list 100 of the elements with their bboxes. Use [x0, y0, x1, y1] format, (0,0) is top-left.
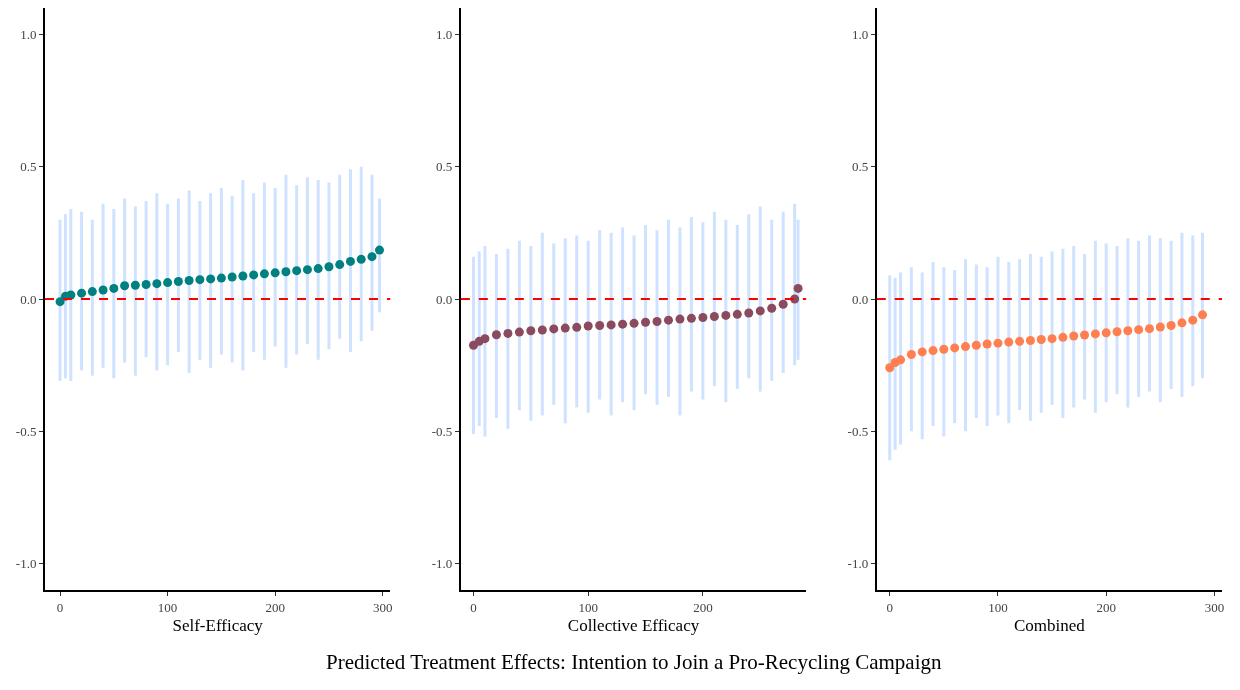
point	[686, 313, 696, 323]
point	[227, 272, 237, 282]
x-tick-label: 300	[1204, 599, 1225, 615]
point	[469, 340, 478, 350]
point	[152, 279, 162, 289]
point	[55, 297, 65, 307]
point	[698, 313, 708, 323]
point	[163, 278, 173, 288]
point	[216, 273, 226, 283]
point	[709, 311, 719, 321]
point	[1101, 328, 1111, 338]
point	[1058, 332, 1068, 342]
point	[1134, 325, 1144, 335]
y-tick-label: 1.0	[20, 27, 37, 42]
point	[663, 315, 673, 325]
point	[537, 325, 547, 335]
point	[1144, 324, 1154, 334]
point	[1036, 334, 1046, 344]
point	[767, 303, 777, 313]
point	[324, 262, 334, 272]
point	[184, 275, 194, 285]
point	[885, 363, 895, 373]
point	[595, 320, 605, 330]
x-tick-label: 200	[1096, 599, 1116, 615]
point	[87, 287, 97, 297]
point	[1188, 315, 1198, 325]
point	[130, 280, 140, 290]
point	[961, 342, 970, 352]
x-tick-label: 200	[265, 599, 285, 615]
point	[335, 260, 345, 270]
point	[238, 271, 248, 281]
point	[572, 322, 582, 332]
x-tick-label: 100	[157, 599, 178, 615]
y-tick-label: 0.0	[851, 291, 869, 307]
x-tick-label: 100	[578, 599, 598, 615]
point	[292, 266, 302, 276]
y-tick-label: 0.0	[20, 291, 37, 307]
y-tick-label: -1.0	[15, 556, 37, 572]
y-tick-label: 1.0	[851, 27, 869, 42]
point	[928, 346, 938, 356]
point	[77, 288, 87, 298]
point	[652, 316, 662, 326]
x-tick-label: 200	[693, 599, 713, 615]
y-tick-label: -1.0	[431, 556, 453, 572]
point	[993, 338, 1003, 348]
point	[793, 283, 803, 293]
point	[313, 264, 323, 274]
y-tick-label: -0.5	[15, 423, 37, 439]
point	[583, 321, 593, 331]
y-tick-label: 0.5	[20, 159, 37, 175]
point	[367, 252, 377, 262]
point	[109, 283, 119, 293]
point	[302, 265, 312, 275]
point	[560, 323, 570, 333]
point	[1123, 326, 1133, 336]
x-tick-label: 300	[372, 599, 393, 615]
point	[480, 334, 490, 344]
y-tick-label: 0.0	[436, 291, 453, 307]
x-tick-label: 100	[988, 599, 1008, 615]
point	[1177, 318, 1187, 328]
point	[778, 299, 788, 309]
point	[629, 318, 639, 328]
point	[206, 274, 216, 284]
point	[98, 285, 108, 295]
point	[173, 277, 183, 287]
point	[675, 314, 685, 324]
point	[1047, 334, 1057, 344]
point	[732, 309, 742, 319]
point	[141, 279, 151, 289]
point	[356, 254, 366, 264]
point	[259, 269, 269, 279]
x-tick-label: 0	[56, 599, 64, 615]
point	[641, 317, 651, 327]
point	[896, 355, 906, 365]
point	[950, 343, 960, 353]
point	[345, 256, 355, 266]
point	[1080, 330, 1090, 340]
point	[606, 320, 616, 330]
point	[491, 330, 501, 340]
x-axis-title: Self-Efficacy	[172, 616, 264, 636]
point	[1166, 320, 1176, 330]
x-axis-title: Collective Efficacy	[567, 616, 700, 636]
point	[971, 340, 981, 350]
point	[120, 281, 130, 291]
point	[503, 328, 513, 338]
y-tick-label: 0.5	[436, 159, 453, 175]
y-tick-label: -0.5	[431, 423, 453, 439]
y-tick-label: -0.5	[847, 423, 869, 439]
point	[982, 339, 992, 349]
point	[618, 319, 628, 329]
point	[270, 268, 280, 278]
x-tick-label: 0	[470, 599, 477, 615]
point	[514, 327, 524, 337]
y-tick-label: 1.0	[436, 27, 453, 42]
point	[549, 324, 559, 334]
point	[1090, 329, 1100, 339]
point	[917, 347, 927, 357]
x-axis-title: Combined	[1013, 616, 1086, 636]
point	[744, 308, 754, 318]
point	[1198, 310, 1208, 320]
